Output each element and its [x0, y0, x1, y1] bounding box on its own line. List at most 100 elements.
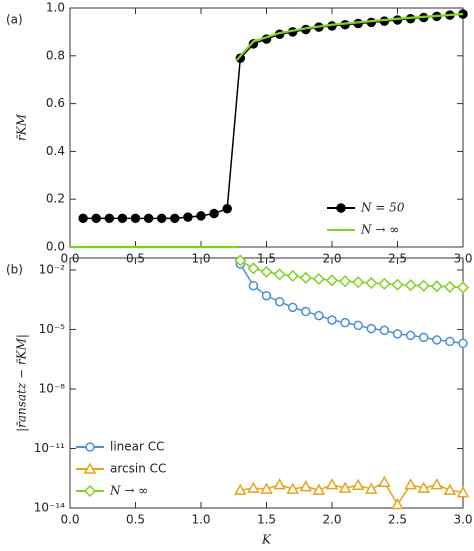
point	[392, 329, 403, 339]
point	[404, 279, 417, 292]
y-axis-label: |r̄ansatz − r̄KM|	[15, 334, 29, 432]
point	[352, 276, 365, 289]
point	[274, 296, 285, 307]
point	[456, 486, 470, 498]
point	[351, 478, 365, 491]
point	[273, 268, 286, 281]
point	[209, 208, 219, 219]
point	[156, 213, 167, 224]
point	[286, 482, 299, 494]
legend-label: N → ∞	[360, 223, 399, 237]
point	[273, 478, 286, 490]
x-axis-label: K	[261, 533, 272, 547]
point	[91, 213, 101, 224]
point	[301, 306, 311, 317]
point	[312, 272, 325, 286]
point	[340, 317, 350, 328]
point	[247, 262, 260, 275]
legend-marker	[83, 484, 97, 498]
x-tick-label: 1.0	[191, 513, 210, 527]
series-line	[235, 12, 464, 62]
point	[456, 281, 470, 294]
legend-label: N = 50	[360, 201, 405, 215]
point	[432, 335, 442, 345]
y-tick-label: 0.4	[46, 144, 65, 158]
point	[443, 280, 456, 293]
point	[117, 213, 128, 224]
point	[365, 482, 378, 494]
point	[353, 320, 363, 331]
point	[430, 280, 443, 293]
point	[379, 325, 390, 336]
point	[130, 213, 141, 224]
point	[443, 483, 457, 495]
x-tick-label: 0.0	[60, 513, 79, 527]
point	[234, 254, 247, 267]
panel-label: (b)	[6, 263, 23, 277]
point	[391, 497, 404, 510]
point	[365, 276, 378, 290]
legend-marker	[83, 462, 97, 474]
x-tick-label: 3.0	[453, 513, 472, 527]
y-tick-label: 0.0	[46, 240, 65, 254]
point	[247, 481, 260, 493]
point	[260, 482, 273, 494]
point	[314, 310, 324, 321]
y-tick-label: 10⁻⁵	[39, 322, 66, 336]
point	[445, 336, 455, 347]
point	[338, 481, 352, 493]
point	[235, 53, 246, 63]
point	[405, 330, 416, 341]
point	[287, 302, 298, 313]
point	[378, 277, 391, 290]
point	[430, 478, 444, 490]
point	[170, 213, 180, 224]
x-tick-label: 2.0	[322, 513, 341, 527]
y-tick-label: 10⁻¹⁴	[34, 501, 65, 515]
y-tick-label: 1.0	[46, 1, 65, 15]
legend-label: N → ∞	[109, 484, 148, 498]
point	[286, 269, 299, 282]
point	[391, 278, 404, 291]
y-tick-label: 0.6	[46, 96, 65, 110]
point	[312, 483, 326, 495]
point	[183, 212, 193, 222]
point	[366, 323, 377, 334]
y-tick-label: 0.2	[46, 192, 65, 206]
point	[299, 271, 312, 284]
point	[248, 280, 259, 291]
point	[222, 204, 232, 214]
point	[325, 478, 339, 490]
legend-label: arcsin CC	[110, 462, 166, 476]
point	[327, 315, 337, 325]
y-tick-label: 10⁻¹¹	[34, 441, 65, 455]
point	[234, 483, 247, 495]
legend-marker	[336, 203, 346, 213]
x-tick-label: 1.5	[257, 513, 276, 527]
series-line	[83, 13, 464, 220]
point	[404, 478, 417, 490]
y-tick-label: 10⁻²	[39, 262, 66, 276]
y-axis-label: r̄KM	[15, 113, 29, 141]
panel-label: (a)	[6, 13, 23, 27]
point	[339, 275, 352, 288]
point	[196, 211, 206, 221]
series-line	[240, 481, 464, 506]
y-tick-label: 10⁻⁸	[39, 381, 66, 395]
point	[299, 480, 313, 492]
point	[417, 481, 430, 493]
point	[418, 332, 429, 343]
legend-label: linear CC	[110, 440, 165, 454]
point	[260, 265, 273, 278]
point	[261, 291, 272, 301]
x-tick-label: 0.5	[126, 513, 145, 527]
point	[417, 279, 430, 292]
x-tick-label: 2.5	[388, 513, 407, 527]
point	[458, 338, 468, 349]
point	[104, 213, 115, 224]
legend-marker	[85, 442, 95, 452]
point	[143, 213, 154, 224]
point	[378, 475, 391, 487]
y-tick-label: 0.8	[46, 48, 65, 62]
